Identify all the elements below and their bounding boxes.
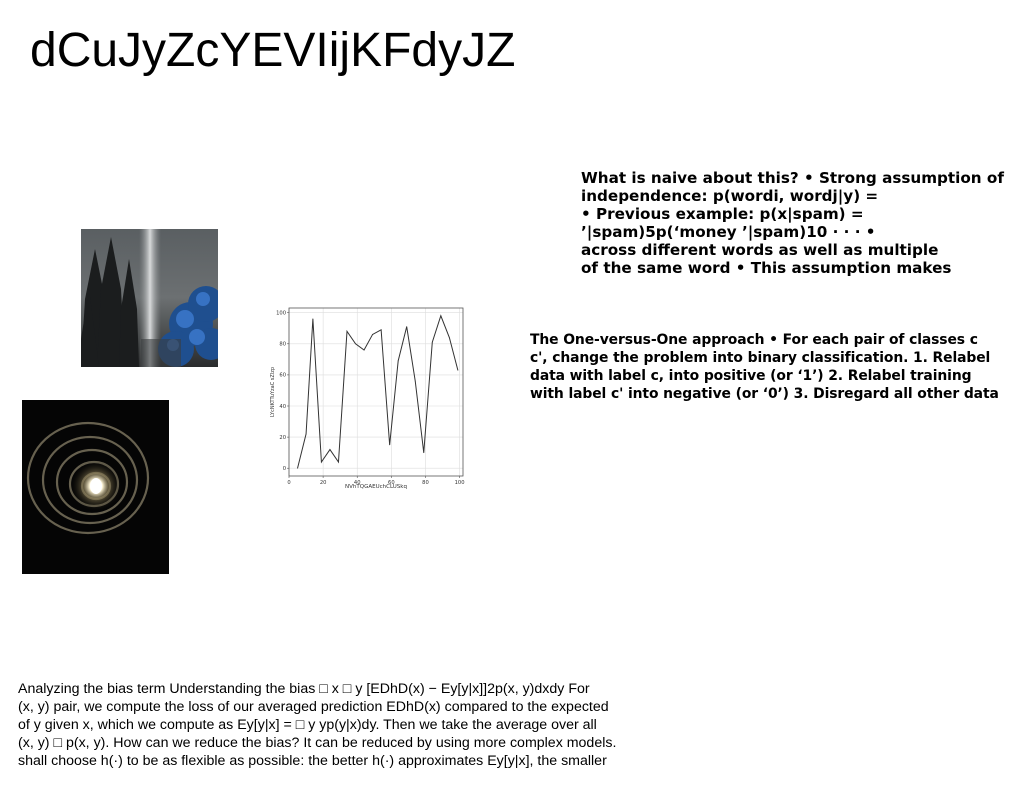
chart-tick-label-y: 60 — [279, 373, 286, 379]
chart-data-point — [305, 433, 307, 435]
chart-points — [297, 315, 459, 469]
chart-data-point — [406, 326, 408, 328]
chart-tick-label-y: 20 — [279, 435, 286, 441]
chart-y-axis-label: LYcNKTTuYzaC sZlzp — [270, 367, 276, 417]
chart-grid — [288, 308, 463, 476]
chart-tick-label-y: 40 — [279, 404, 286, 410]
chart-data-point — [397, 360, 399, 362]
chart-data-point — [414, 380, 416, 382]
line-chart: 0 20 40 60 80 100 0 20 40 60 80 100 NVhTQGAEUchCLUS… — [270, 307, 465, 490]
chart-tick-label-x: 40 — [354, 480, 361, 486]
chart-tick-label-x: 0 — [287, 480, 290, 486]
chart-data-point — [321, 461, 322, 463]
chart-data-point — [346, 330, 348, 332]
chart-data-point — [431, 341, 433, 343]
chart-data-point — [363, 349, 365, 351]
chart-ticks: 0 20 40 60 80 100 0 20 40 60 80 100 — [276, 310, 464, 486]
chart-tick-label-x: 80 — [422, 480, 429, 486]
chart-data-point — [329, 449, 331, 450]
chart-tick-label-x: 20 — [320, 480, 327, 486]
chart-data-point — [440, 315, 442, 317]
forest-photo — [81, 229, 218, 367]
chart-plot-area — [288, 307, 464, 477]
chart-data-point — [297, 467, 298, 469]
chart-data-point — [372, 334, 373, 335]
chart-series-line — [297, 314, 459, 469]
naive-assumption-text: What is naive about this? • Strong assum… — [581, 169, 1004, 277]
chart-tick-label-y: 100 — [276, 310, 286, 316]
chart-x-axis-label: NVhTQGAEUchCLUSkq — [345, 484, 407, 490]
chart-data-point — [380, 329, 382, 331]
chart-tick-label-y: 80 — [279, 342, 286, 348]
light-spiral-photo — [22, 400, 169, 574]
chart-tick-label-y: 0 — [283, 466, 286, 472]
chart-tick-label-x: 100 — [455, 480, 465, 486]
one-vs-one-text: The One-versus-One approach • For each p… — [530, 332, 999, 402]
chart-tick-label-x: 60 — [388, 480, 395, 486]
chart-data-point — [312, 318, 314, 320]
chart-data-point — [389, 444, 391, 446]
chart-data-point — [423, 452, 425, 454]
chart-data-point — [338, 461, 339, 463]
chart-data-point — [448, 337, 450, 338]
bias-term-text: Analyzing the bias term Understanding th… — [18, 681, 617, 769]
chart-data-point — [355, 343, 356, 345]
page-title: dCuJyZcYEVIijKFdyJZ — [30, 24, 516, 77]
chart-data-point — [457, 369, 459, 371]
